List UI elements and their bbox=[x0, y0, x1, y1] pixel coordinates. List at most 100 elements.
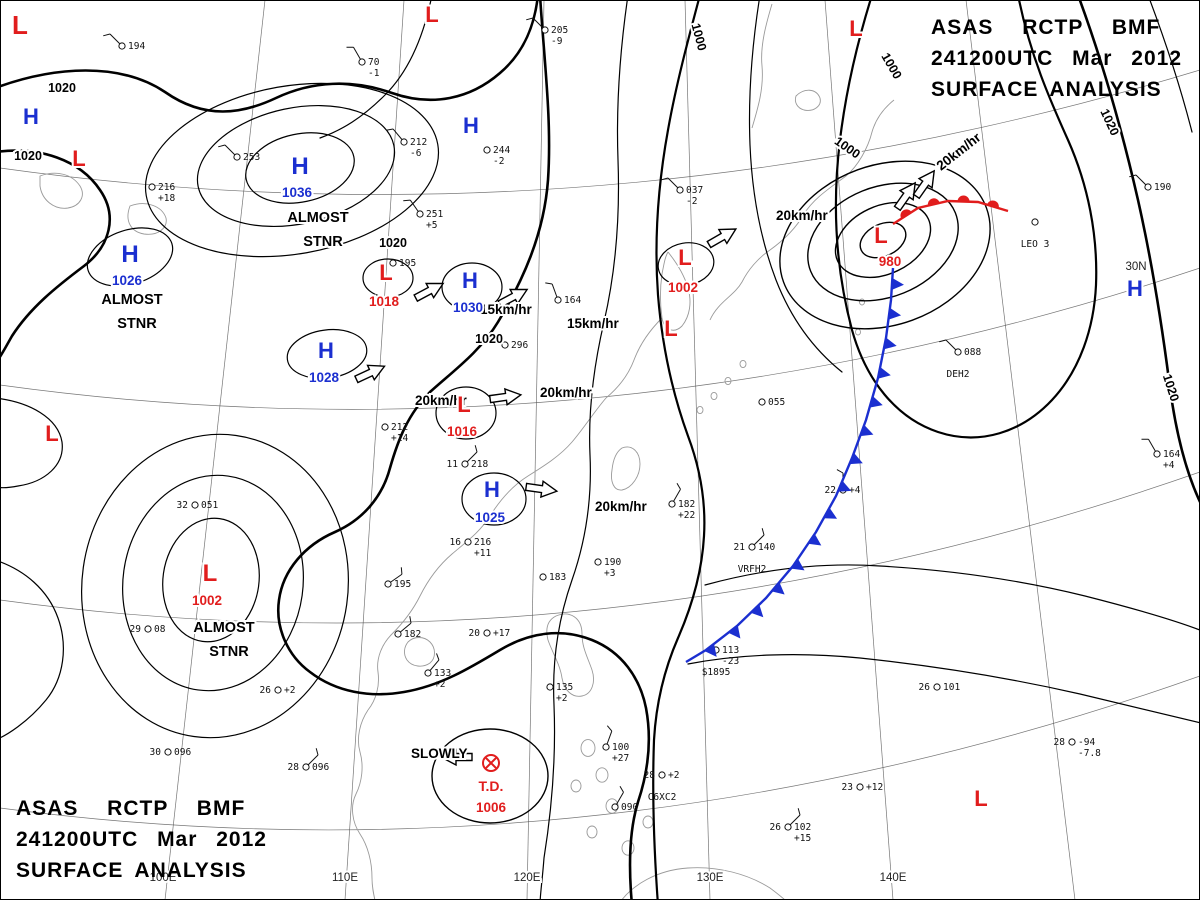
station-value: 195 bbox=[399, 258, 416, 269]
cold-front-triangle bbox=[891, 277, 904, 290]
meridian-line bbox=[526, 0, 545, 900]
station-value: +4 bbox=[849, 485, 861, 496]
station-circle bbox=[594, 558, 602, 566]
isobar-ring bbox=[807, 182, 959, 302]
station-value: +27 bbox=[612, 753, 629, 764]
high-center-symbol: H bbox=[318, 338, 334, 363]
station-value: 164 bbox=[1163, 449, 1180, 460]
td-symbol-icon bbox=[485, 757, 497, 769]
movement-arrow-icon bbox=[912, 169, 936, 200]
isobar-ring bbox=[286, 328, 368, 380]
station-circle bbox=[1153, 450, 1161, 458]
isobar-ring bbox=[657, 242, 715, 286]
station-value: 212 bbox=[391, 422, 408, 433]
island-outline bbox=[642, 815, 654, 829]
station-plot: 182+22 bbox=[668, 482, 695, 521]
coastline bbox=[751, 3, 773, 129]
station-value: 22 bbox=[825, 485, 836, 496]
wind-barb-tick bbox=[545, 282, 553, 285]
isobar-line bbox=[652, 0, 706, 900]
isobar-value-label: 1020 bbox=[1097, 107, 1121, 138]
isobar-line bbox=[1078, 0, 1200, 505]
cold-front-triangle bbox=[823, 507, 838, 519]
station-value: 101 bbox=[943, 682, 960, 693]
station-id: DEH2 bbox=[947, 369, 970, 380]
station-plot: 100+27 bbox=[602, 725, 629, 764]
parallel-line bbox=[0, 267, 1200, 410]
station-circle bbox=[1068, 738, 1076, 746]
station-circle bbox=[233, 153, 241, 161]
cold-front-triangle bbox=[728, 625, 741, 639]
wind-barb-tick bbox=[619, 785, 624, 793]
station-value: 251 bbox=[426, 209, 443, 220]
movement-arrow-icon bbox=[413, 282, 445, 303]
station-plot: 088 DEH2 bbox=[939, 339, 981, 380]
island-outline bbox=[855, 328, 861, 336]
center-pressure-value: 980 bbox=[879, 254, 902, 269]
station-circle bbox=[676, 186, 684, 194]
station-circle bbox=[358, 58, 366, 66]
station-circle bbox=[483, 146, 491, 154]
station-circle bbox=[400, 138, 408, 146]
wind-barb-tick bbox=[315, 748, 319, 756]
island-outline bbox=[739, 359, 747, 369]
isobar-ring bbox=[162, 517, 260, 643]
isobar-value-label: 1020 bbox=[14, 149, 42, 163]
station-value: +2 bbox=[284, 685, 295, 696]
warm-front-semicircle bbox=[900, 209, 912, 219]
station-value: +12 bbox=[866, 782, 883, 793]
station-plot: LEO 3 bbox=[1021, 218, 1049, 250]
high-center-symbol: H bbox=[121, 241, 138, 268]
station-value: 212 bbox=[410, 137, 427, 148]
coastline bbox=[39, 172, 83, 209]
warm-front-line bbox=[892, 199, 1009, 226]
station-circle bbox=[394, 630, 402, 638]
latlon-label: 110E bbox=[332, 872, 358, 884]
center-pressure-value: 1016 bbox=[447, 424, 478, 439]
station-circle bbox=[933, 683, 941, 691]
title-block-top-right: ASAS RCTP BMF 241200UTC Mar 2012 SURFACE… bbox=[931, 12, 1182, 105]
station-value: -1 bbox=[368, 68, 380, 79]
stationary-annotation: STNR bbox=[209, 644, 249, 660]
station-value: 102 bbox=[794, 822, 811, 833]
island-outline bbox=[724, 376, 732, 386]
station-circle bbox=[501, 341, 509, 349]
station-value: -9 bbox=[551, 36, 563, 47]
station-value: -94 bbox=[1078, 737, 1095, 748]
station-plot: 28 +2 C6XC2 bbox=[644, 770, 680, 803]
island-outline bbox=[570, 779, 582, 793]
station-plot: 28 -94-7.8 bbox=[1054, 737, 1102, 759]
station-value: 26 bbox=[770, 822, 782, 833]
isobar-ring bbox=[834, 201, 932, 279]
title-block-bottom-left: ASAS RCTP BMF 241200UTC Mar 2012 SURFACE… bbox=[16, 793, 267, 886]
station-circle bbox=[658, 771, 666, 779]
station-value: 216 bbox=[474, 537, 491, 548]
station-value: +17 bbox=[493, 628, 510, 639]
station-plot: 11 218 bbox=[447, 445, 488, 470]
station-plot: 251+5 bbox=[403, 199, 443, 231]
wind-barb-tick bbox=[400, 567, 403, 575]
station-plot: 195 bbox=[389, 258, 416, 269]
station-value: -6 bbox=[410, 148, 422, 159]
chart-type: SURFACE ANALYSIS bbox=[931, 78, 1162, 102]
center-pressure-value: 1028 bbox=[309, 370, 340, 385]
station-plot: 296 bbox=[501, 340, 528, 351]
isobar-ring bbox=[461, 472, 527, 526]
latlon-label: 100E bbox=[150, 872, 177, 884]
pressure-center-layer: L H L L H H 1036 H 1026 L 1018 H 1030 H 1028 L 1016 H 1025… bbox=[10, 0, 1145, 813]
station-plot: 090 bbox=[611, 785, 638, 813]
station-value: 26 bbox=[919, 682, 931, 693]
isobar-line bbox=[0, 398, 63, 489]
center-pressure-value: 1002 bbox=[668, 280, 698, 295]
station-circle bbox=[144, 625, 152, 633]
movement-arrow-icon bbox=[893, 181, 917, 212]
island-outline bbox=[696, 405, 704, 415]
stationary-annotation: ALMOST bbox=[287, 210, 348, 226]
stationary-annotation: ALMOST bbox=[101, 292, 162, 308]
product-name: ASAS RCTP BMF bbox=[931, 16, 1161, 39]
station-plot: 32 051 bbox=[177, 500, 219, 511]
cold-front-line bbox=[685, 267, 895, 664]
low-center-symbol: L bbox=[874, 223, 887, 248]
movement-arrow-layer bbox=[353, 169, 936, 767]
